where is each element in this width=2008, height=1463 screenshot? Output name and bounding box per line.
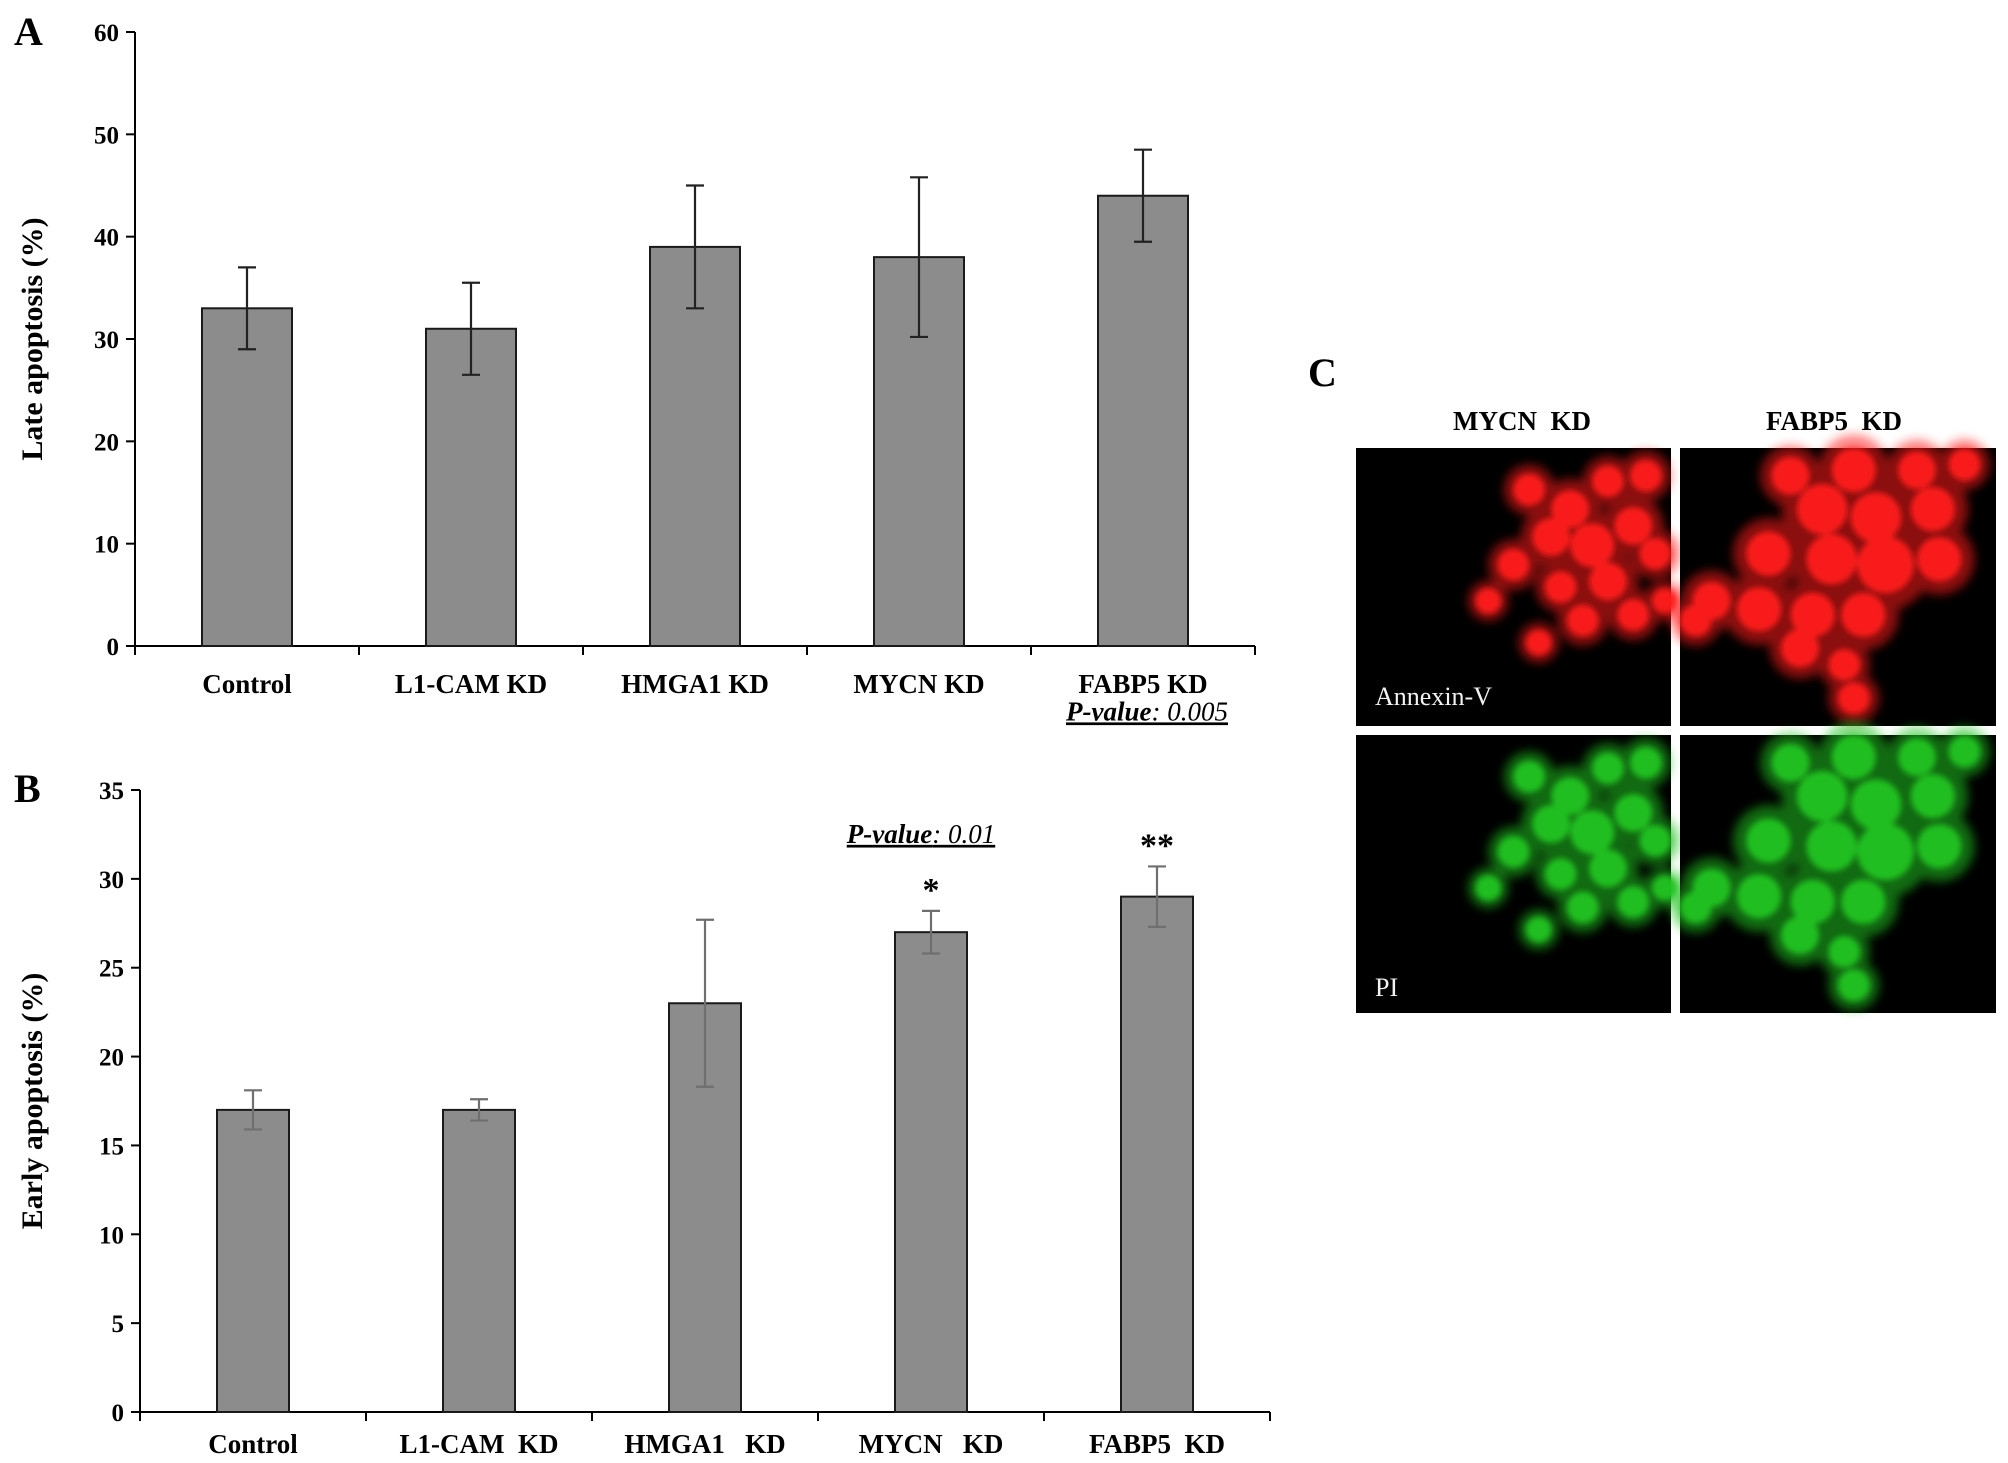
error-bar [470, 1098, 488, 1122]
y-tick-label: 40 [94, 225, 119, 252]
y-tick-label: 15 [99, 1133, 124, 1160]
error-bar [244, 1089, 262, 1131]
significance-stars: * [923, 872, 940, 909]
microscopy-panel: C MYCN KD FABP5 KD Annexin-V PI [1308, 350, 2000, 1017]
micrograph-pi-mycn [1356, 735, 1685, 1013]
error-bar [686, 184, 704, 310]
error-bar [910, 176, 928, 339]
x-category-label: L1-CAM KD [400, 1429, 559, 1459]
p-value-number: : 0.01 [932, 819, 995, 849]
x-category-label: MYCN KD [853, 669, 984, 699]
x-category-label: HMGA1 KD [624, 1429, 785, 1459]
y-tick-label: 50 [94, 122, 119, 149]
y-tick-label: 35 [99, 778, 124, 805]
row-label-annexin-v: Annexin-V [1375, 682, 1492, 711]
error-bar [696, 918, 714, 1088]
x-category-label: FABP5 KD [1078, 669, 1207, 699]
x-category-label: L1-CAM KD [395, 669, 547, 699]
y-tick-label: 25 [99, 956, 124, 983]
micrograph-annexin-fabp5 [1670, 434, 1996, 726]
row-label-pi: PI [1375, 973, 1398, 1002]
y-tick-label: 10 [99, 1222, 124, 1249]
panel-letter-a: A [14, 9, 43, 54]
error-bar [922, 909, 940, 955]
y-tick-label: 5 [112, 1311, 125, 1338]
error-bar [462, 281, 480, 376]
bar [201, 307, 293, 647]
micrograph-annexin-mycn [1356, 448, 1685, 726]
column-title-mycn: MYCN KD [1453, 406, 1591, 436]
panel-letter-c: C [1308, 350, 1337, 395]
y-tick-label: 20 [94, 429, 119, 456]
error-bar [1134, 148, 1152, 243]
p-value-number: : 0.005 [1151, 696, 1228, 726]
p-value-label: P-value: 0.01 [846, 819, 995, 849]
y-tick-label: 30 [94, 327, 119, 354]
p-value-prefix: P-value [1065, 696, 1151, 726]
y-tick-label: 30 [99, 867, 124, 894]
y-axis-label: Early apoptosis (%) [16, 973, 49, 1230]
bar [1120, 895, 1194, 1413]
x-category-label: MYCN KD [859, 1429, 1004, 1459]
significance-stars: ** [1140, 827, 1174, 864]
p-value-label: P-value: 0.005 [1065, 696, 1228, 726]
bar [649, 245, 741, 647]
y-tick-label: 0 [107, 634, 120, 661]
error-bar [1148, 865, 1166, 928]
x-category-label: HMGA1 KD [621, 669, 769, 699]
bar [894, 931, 968, 1414]
bar [216, 1108, 290, 1414]
bar [442, 1108, 516, 1414]
y-tick-label: 0 [112, 1400, 125, 1427]
x-category-label: Control [208, 1429, 298, 1459]
y-tick-label: 60 [94, 20, 119, 47]
bar [425, 327, 517, 647]
micrograph-pi-fabp5 [1670, 721, 1996, 1013]
column-title-fabp5: FABP5 KD [1766, 406, 1902, 436]
chart-late-apoptosis: A 0 10 20 30 40 50 60 Late apoptosis (%) Control L… [14, 9, 1256, 699]
y-tick-label: 10 [94, 532, 119, 559]
x-category-label: FABP5 KD [1089, 1429, 1225, 1459]
x-category-label: Control [202, 669, 292, 699]
panel-letter-b: B [14, 766, 41, 811]
p-value-prefix: P-value [846, 819, 932, 849]
error-bar [238, 266, 256, 351]
bar [1097, 194, 1189, 647]
y-tick-label: 20 [99, 1045, 124, 1072]
y-axis-label: Late apoptosis (%) [16, 217, 49, 460]
chart-early-apoptosis: B 0 5 10 15 20 25 30 35 Early apoptosis (%) Contro… [14, 696, 1271, 1459]
